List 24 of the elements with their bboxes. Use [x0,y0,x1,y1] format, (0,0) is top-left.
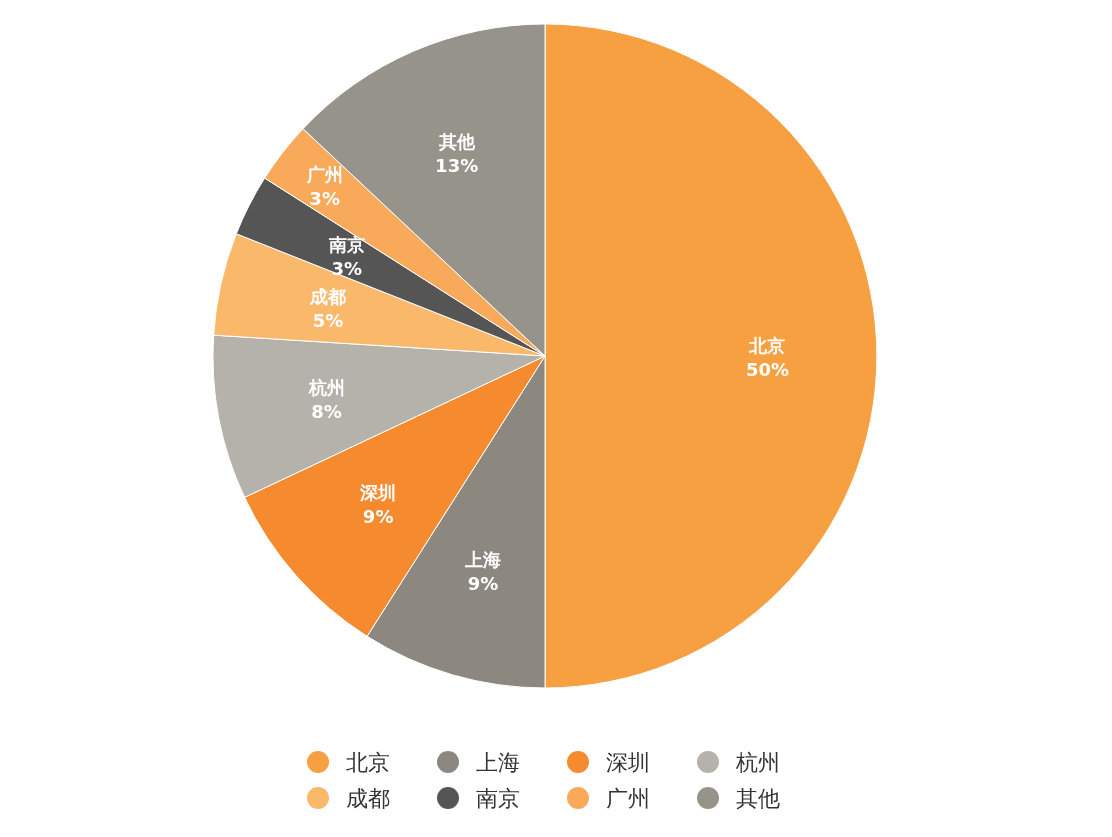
legend-label: 上海 [476,750,520,775]
slice-label: 成都 [308,286,346,308]
data-label: 9% [467,572,499,594]
legend-label: 深圳 [606,750,650,775]
slice-label: 上海 [463,548,501,570]
data-label: 13% [435,154,479,176]
legend-label: 成都 [346,786,390,811]
data-label: 9% [362,506,394,528]
data-label: 8% [311,400,342,422]
data-label: 3% [331,258,363,280]
data-label: 3% [309,188,340,210]
legend-label: 杭州 [735,750,780,775]
legend-label: 南京 [476,786,520,811]
legend-label: 广州 [606,786,650,811]
slice-label: 杭州 [307,376,345,398]
slice-label: 其他 [437,130,476,152]
legend-label: 其他 [736,786,780,811]
slice-label: 广州 [305,164,343,186]
slice-label: 北京 [748,335,786,356]
slice-label: 南京 [327,234,365,256]
data-label: 50% [745,359,789,380]
data-label: 5% [312,310,344,332]
slice-label: 深圳 [359,482,397,504]
legend-label: 北京 [346,750,390,775]
